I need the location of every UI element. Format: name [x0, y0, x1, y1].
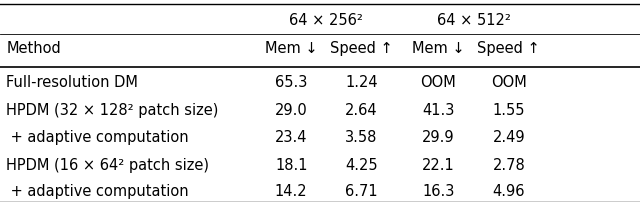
- Text: 2.78: 2.78: [492, 157, 525, 172]
- Text: Mem ↓: Mem ↓: [265, 41, 317, 56]
- Text: OOM: OOM: [420, 74, 456, 89]
- Text: 3.58: 3.58: [346, 129, 378, 144]
- Text: + adaptive computation: + adaptive computation: [6, 129, 189, 144]
- Text: 64 × 256²: 64 × 256²: [289, 13, 364, 28]
- Text: Speed ↑: Speed ↑: [477, 41, 540, 56]
- Text: 14.2: 14.2: [275, 183, 307, 198]
- Text: 2.64: 2.64: [346, 103, 378, 118]
- Text: Speed ↑: Speed ↑: [330, 41, 393, 56]
- Text: 65.3: 65.3: [275, 74, 307, 89]
- Text: 23.4: 23.4: [275, 129, 307, 144]
- Text: HPDM (32 × 128² patch size): HPDM (32 × 128² patch size): [6, 103, 219, 118]
- Text: 29.0: 29.0: [275, 103, 308, 118]
- Text: OOM: OOM: [491, 74, 527, 89]
- Text: HPDM (16 × 64² patch size): HPDM (16 × 64² patch size): [6, 157, 209, 172]
- Text: 41.3: 41.3: [422, 103, 454, 118]
- Text: Mem ↓: Mem ↓: [412, 41, 465, 56]
- Text: 2.49: 2.49: [493, 129, 525, 144]
- Text: 18.1: 18.1: [275, 157, 307, 172]
- Text: 6.71: 6.71: [346, 183, 378, 198]
- Text: 4.96: 4.96: [493, 183, 525, 198]
- Text: 29.9: 29.9: [422, 129, 454, 144]
- Text: Method: Method: [6, 41, 61, 56]
- Text: 1.55: 1.55: [493, 103, 525, 118]
- Text: 16.3: 16.3: [422, 183, 454, 198]
- Text: 4.25: 4.25: [346, 157, 378, 172]
- Text: 64 × 512²: 64 × 512²: [436, 13, 511, 28]
- Text: 22.1: 22.1: [422, 157, 455, 172]
- Text: Full-resolution DM: Full-resolution DM: [6, 74, 138, 89]
- Text: 1.24: 1.24: [346, 74, 378, 89]
- Text: + adaptive computation: + adaptive computation: [6, 183, 189, 198]
